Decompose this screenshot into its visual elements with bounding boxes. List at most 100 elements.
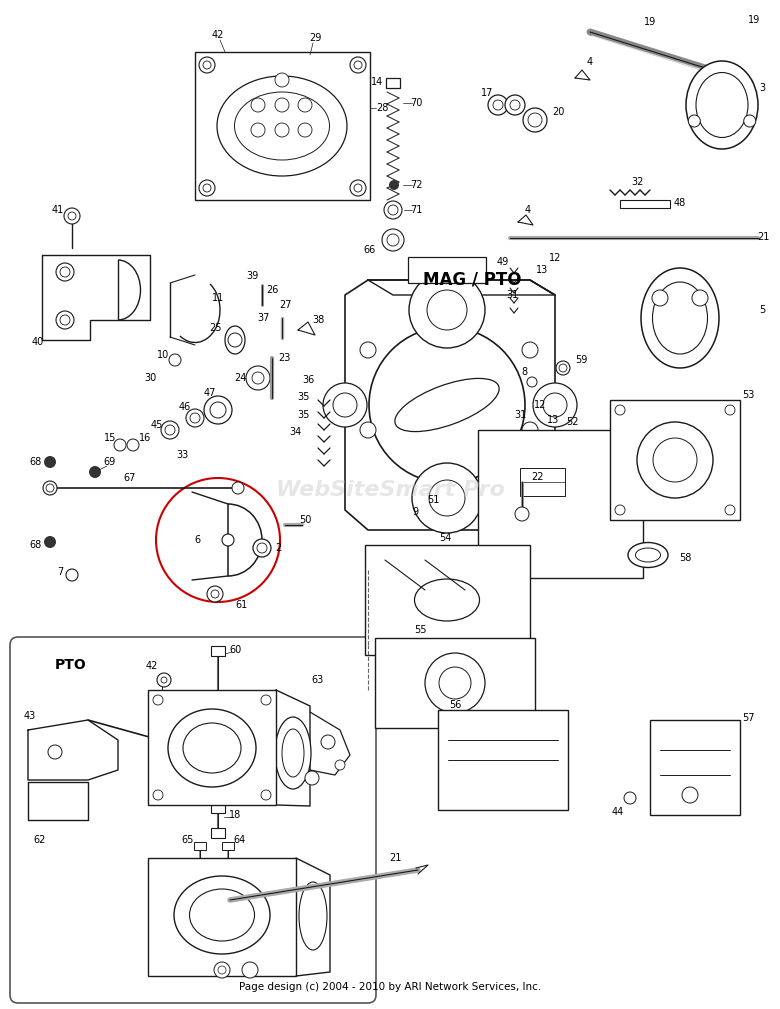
Circle shape: [505, 95, 525, 115]
Bar: [211, 803, 225, 813]
Circle shape: [335, 760, 345, 770]
Circle shape: [522, 342, 538, 358]
Circle shape: [203, 61, 211, 69]
Circle shape: [46, 484, 54, 492]
Text: 15: 15: [104, 433, 116, 443]
Ellipse shape: [225, 326, 245, 354]
Text: MAG / PTO: MAG / PTO: [423, 271, 521, 289]
Text: 11: 11: [212, 293, 224, 303]
Bar: [148, 858, 296, 976]
Circle shape: [389, 180, 399, 190]
Text: 55: 55: [413, 625, 426, 635]
Text: 28: 28: [376, 103, 388, 113]
Circle shape: [333, 393, 357, 417]
Circle shape: [429, 480, 465, 516]
Ellipse shape: [686, 61, 758, 149]
Bar: [211, 646, 225, 656]
Text: 60: 60: [230, 645, 242, 655]
Circle shape: [44, 536, 56, 548]
Text: 49: 49: [497, 257, 509, 267]
Bar: [194, 842, 206, 850]
Text: 50: 50: [299, 515, 311, 525]
Circle shape: [153, 695, 163, 705]
Text: 35: 35: [297, 410, 309, 420]
Text: 48: 48: [674, 198, 686, 208]
Text: 31: 31: [514, 410, 526, 420]
Text: 57: 57: [742, 713, 754, 723]
Text: 47: 47: [204, 388, 216, 398]
Circle shape: [56, 263, 74, 281]
Circle shape: [60, 315, 70, 325]
Text: 68: 68: [29, 540, 41, 550]
Circle shape: [161, 677, 167, 683]
Bar: [520, 468, 565, 496]
Circle shape: [559, 364, 567, 372]
Circle shape: [360, 422, 376, 438]
Text: 44: 44: [612, 807, 624, 817]
Circle shape: [350, 180, 366, 196]
Bar: [211, 828, 225, 838]
Circle shape: [388, 205, 398, 215]
Circle shape: [527, 377, 537, 387]
Text: 23: 23: [278, 353, 290, 363]
Circle shape: [257, 543, 267, 553]
Circle shape: [321, 735, 335, 749]
Text: 70: 70: [410, 98, 422, 108]
Circle shape: [251, 98, 265, 112]
Circle shape: [624, 792, 636, 804]
Text: 30: 30: [144, 373, 156, 383]
Bar: [408, 257, 486, 283]
Circle shape: [298, 123, 312, 137]
Text: 53: 53: [742, 390, 754, 400]
Ellipse shape: [628, 543, 668, 567]
Text: 42: 42: [212, 30, 224, 40]
Text: 26: 26: [266, 285, 278, 295]
Text: 36: 36: [302, 375, 314, 385]
Circle shape: [653, 438, 697, 482]
Text: 66: 66: [364, 245, 376, 255]
Circle shape: [615, 405, 625, 415]
Circle shape: [114, 439, 126, 451]
Bar: [195, 52, 370, 200]
Circle shape: [360, 342, 376, 358]
Circle shape: [427, 290, 467, 330]
Circle shape: [222, 534, 234, 546]
Circle shape: [725, 504, 735, 515]
Text: 38: 38: [312, 315, 324, 325]
Circle shape: [253, 539, 271, 557]
Circle shape: [199, 180, 215, 196]
Circle shape: [44, 456, 56, 468]
Bar: [222, 842, 234, 850]
Text: 7: 7: [57, 567, 63, 577]
Circle shape: [412, 463, 482, 533]
Circle shape: [214, 962, 230, 978]
Text: 21: 21: [757, 232, 769, 242]
Ellipse shape: [414, 579, 480, 621]
Circle shape: [298, 98, 312, 112]
Circle shape: [56, 311, 74, 329]
Ellipse shape: [653, 282, 707, 354]
Circle shape: [153, 790, 163, 800]
Text: 72: 72: [410, 180, 422, 190]
Circle shape: [488, 95, 508, 115]
Circle shape: [211, 590, 219, 598]
Bar: [148, 690, 276, 805]
Text: 8: 8: [521, 367, 527, 377]
Circle shape: [350, 57, 366, 73]
Circle shape: [637, 422, 713, 498]
Circle shape: [60, 267, 70, 277]
Bar: [365, 545, 530, 655]
Circle shape: [169, 354, 181, 366]
Circle shape: [515, 507, 529, 521]
Circle shape: [533, 383, 577, 427]
Circle shape: [261, 695, 271, 705]
Circle shape: [528, 113, 542, 127]
Text: 29: 29: [309, 33, 321, 43]
Circle shape: [228, 333, 242, 347]
Circle shape: [275, 73, 289, 87]
Circle shape: [68, 212, 76, 220]
Ellipse shape: [183, 723, 241, 773]
Circle shape: [743, 115, 756, 127]
Ellipse shape: [235, 92, 329, 160]
Text: 13: 13: [547, 415, 559, 425]
